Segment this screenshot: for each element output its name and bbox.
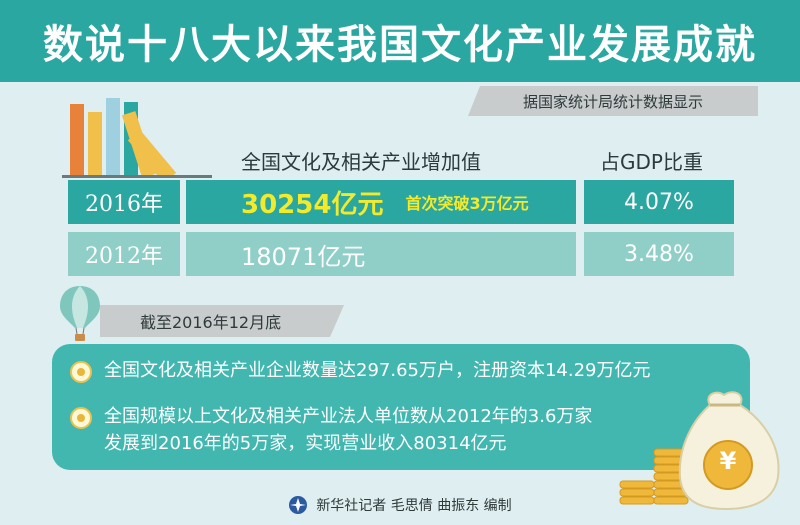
fact-text: 全国文化及相关产业企业数量达297.65万户，注册资本14.29万亿元 — [104, 360, 651, 381]
value-cell: 30254亿元 首次突破3万亿元 — [186, 180, 576, 224]
money-bag-coins-illustration — [619, 391, 780, 511]
value-cell: 18071亿元 — [186, 232, 576, 276]
share-column-header: 占GDP比重 — [600, 150, 703, 174]
fact-item: 全国规模以上文化及相关产业法人单位数从2012年的3.6万家 发展到2016年的… — [104, 403, 592, 457]
value-text: 18071亿元 — [241, 242, 366, 271]
as-of-label: 截至2016年12月底 — [100, 305, 344, 337]
fact-item: 全国文化及相关产业企业数量达297.65万户，注册资本14.29万亿元 — [104, 357, 651, 384]
share-cell: 3.48% — [584, 232, 734, 276]
footer: 新华社记者 毛思倩 曲振东 编制 — [0, 490, 800, 520]
xinhua-logo-icon — [289, 496, 308, 514]
coin-bullet-icon — [70, 361, 92, 383]
facts-panel — [52, 344, 750, 470]
fact-text: 全国规模以上文化及相关产业法人单位数从2012年的3.6万家 — [104, 406, 593, 427]
year-cell: 2016年 — [68, 180, 180, 224]
milestone-note: 首次突破3万亿元 — [405, 194, 529, 213]
value-text: 30254亿元 — [241, 189, 384, 220]
yen-symbol: ¥ — [719, 447, 737, 475]
coin-bullet-icon — [70, 407, 92, 429]
value-column-header: 全国文化及相关产业增加值 — [241, 150, 481, 174]
books-illustration — [62, 98, 212, 178]
page-title: 数说十八大以来我国文化产业发展成就 — [43, 22, 757, 68]
source-note: 据国家统计局统计数据显示 — [468, 86, 758, 116]
year-cell: 2012年 — [68, 232, 180, 276]
share-cell: 4.07% — [584, 180, 734, 224]
credit-text: 新华社记者 毛思倩 曲振东 编制 — [316, 498, 512, 514]
hot-air-balloon-icon — [60, 286, 100, 341]
fact-text: 发展到2016年的5万家，实现营业收入80314亿元 — [104, 433, 507, 454]
title-bar: 数说十八大以来我国文化产业发展成就 — [0, 0, 800, 82]
